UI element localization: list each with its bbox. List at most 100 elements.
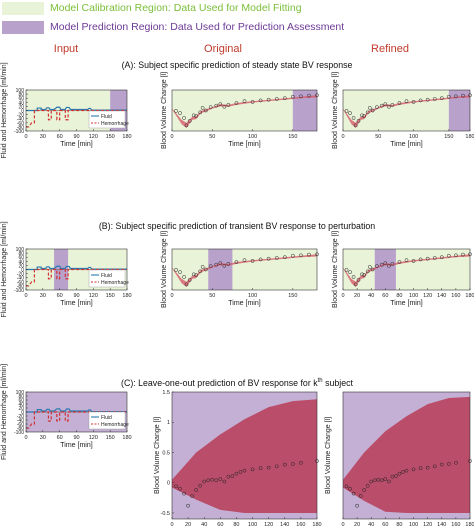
fluid-series xyxy=(26,408,127,413)
data-point xyxy=(299,94,303,99)
data-point xyxy=(203,108,208,113)
data-point xyxy=(358,494,363,498)
data-point xyxy=(299,253,303,258)
data-point xyxy=(218,261,223,266)
input-legend-box xyxy=(88,269,126,288)
data-point xyxy=(186,503,190,508)
y-tick-label: 60 xyxy=(18,398,24,404)
data-point xyxy=(356,119,361,123)
y-tick-label: 1 xyxy=(167,420,170,426)
x-tick-label: 60 xyxy=(57,293,63,299)
legend-prediction: Model Prediction Region: Data Used for P… xyxy=(0,20,474,35)
y-tick-label: -80 xyxy=(17,125,24,131)
y-tick-label: -100 xyxy=(14,129,24,135)
y-tick-label: -60 xyxy=(17,422,24,428)
legend-hemorrhage-label: Hemorrhage xyxy=(101,280,129,286)
x-tick-label: 120 xyxy=(423,293,432,299)
legend-hemorrhage-label: Hemorrhage xyxy=(101,121,129,127)
data-point xyxy=(174,484,178,489)
data-point xyxy=(390,103,395,107)
x-tick-label: 180 xyxy=(465,522,474,527)
data-point xyxy=(362,488,367,492)
prediction-region xyxy=(208,249,233,290)
x-tick-label: 100 xyxy=(409,522,418,527)
y-tick-label: 20 xyxy=(18,406,24,412)
y-tick-label: -100 xyxy=(14,288,24,294)
x-tick-label: 80 xyxy=(396,293,402,299)
data-point xyxy=(375,105,379,109)
data-point xyxy=(226,474,231,479)
data-point xyxy=(351,116,356,120)
fit-band xyxy=(172,95,317,129)
axes-frame xyxy=(171,89,318,132)
prediction-region xyxy=(374,249,396,290)
data-point xyxy=(182,116,186,120)
x-tick-label: 180 xyxy=(122,134,131,140)
y-tick-label: 60 xyxy=(18,96,24,102)
panel-c-refined: Blood Volume Change [l] 0 20 40 60 80 100 120 14… xyxy=(325,391,474,527)
data-point xyxy=(258,466,263,471)
row-c-title-sup: th xyxy=(317,378,323,385)
data-point xyxy=(360,113,364,118)
data-point xyxy=(432,256,437,260)
x-tick-label: 0 xyxy=(24,134,27,140)
data-point xyxy=(348,486,352,491)
data-point xyxy=(425,97,430,102)
data-point xyxy=(397,260,402,264)
data-point xyxy=(397,101,402,105)
hemorrhage-series xyxy=(26,411,127,429)
y-axis-label: Fluid and Hemorrhage [ml/min] xyxy=(1,364,8,460)
y-tick-label: 0 xyxy=(21,109,24,115)
x-tick-label: 120 xyxy=(423,522,432,527)
y-tick-label: 80 xyxy=(18,251,24,257)
x-tick-label: 120 xyxy=(264,522,273,527)
x-axis-label: Time [min] xyxy=(60,141,92,148)
data-point xyxy=(362,273,367,277)
data-point xyxy=(198,269,203,274)
x-tick-label: 40 xyxy=(201,522,207,527)
y-axis-label: Blood Volume Change [l] xyxy=(332,72,339,149)
row-a-title: (A): Subject specific prediction of stea… xyxy=(121,60,353,70)
x-tick-label: 160 xyxy=(451,522,460,527)
y-axis-label: Fluid and Hemorrhage [ml/min] xyxy=(1,62,8,158)
data-point xyxy=(353,282,358,287)
y-tick-label: 0 xyxy=(167,481,170,487)
x-axis-label: Time [min] xyxy=(390,141,422,148)
y-tick-label: -20 xyxy=(17,113,24,119)
data-point xyxy=(184,123,189,128)
y-tick-label: 0 xyxy=(21,410,24,416)
data-point xyxy=(266,465,271,470)
data-point xyxy=(379,103,384,108)
data-point xyxy=(365,483,370,488)
hemorrhage-series xyxy=(26,268,127,287)
prediction-band xyxy=(172,399,317,513)
data-point xyxy=(348,111,352,115)
data-point xyxy=(206,478,211,483)
prediction-band xyxy=(343,396,470,513)
column-header-input: Input xyxy=(53,43,79,55)
data-point xyxy=(383,102,388,107)
data-point xyxy=(208,264,213,268)
data-point xyxy=(242,99,247,104)
data-point xyxy=(394,474,398,478)
data-point xyxy=(250,467,255,472)
data-point xyxy=(187,119,192,123)
fit-band xyxy=(343,254,470,288)
x-tick-label: 140 xyxy=(437,293,446,299)
data-point xyxy=(418,257,423,262)
x-tick-label: 180 xyxy=(122,293,131,299)
data-point xyxy=(218,102,223,107)
y-axis-label: Blood Volume Change [l] xyxy=(154,417,161,494)
x-tick-label: 150 xyxy=(106,293,115,299)
data-point xyxy=(274,464,279,469)
data-point xyxy=(214,103,219,108)
x-tick-label: 50 xyxy=(209,134,215,140)
y-tick-label: -20 xyxy=(17,272,24,278)
x-tick-label: 40 xyxy=(368,293,374,299)
data-point xyxy=(439,96,444,101)
data-point xyxy=(234,471,239,476)
y-tick-label: 100 xyxy=(16,390,25,396)
x-tick-label: 90 xyxy=(73,435,79,441)
x-tick-label: 60 xyxy=(57,435,63,441)
x-tick-label: 30 xyxy=(40,134,46,140)
